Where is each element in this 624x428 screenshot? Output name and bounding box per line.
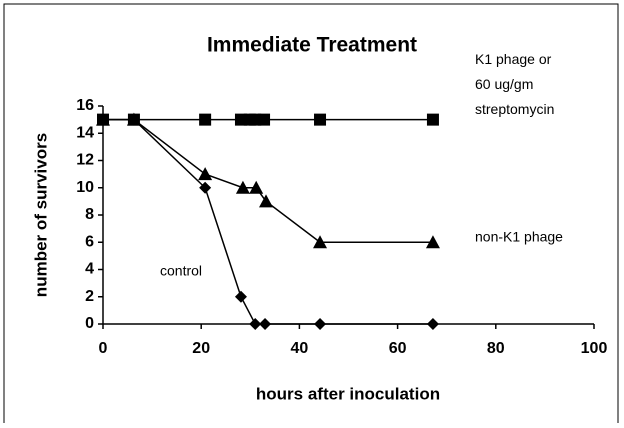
y-axis-label: number of survivors [31,133,50,297]
data-point [259,194,274,208]
data-point [199,181,212,194]
x-tick-label: 60 [389,340,407,357]
y-tick-label: 0 [85,315,94,332]
series-label: non-K1 phage [475,229,563,245]
data-point [249,318,262,330]
data-point [425,235,440,249]
data-point [426,318,439,330]
data-point [258,113,271,126]
y-tick-label: 12 [76,152,94,169]
x-axis-label: hours after inoculation [256,384,440,403]
y-tick-label: 4 [85,261,94,278]
y-tick-label: 2 [85,288,94,305]
y-tick-label: 6 [85,233,94,250]
data-point [127,113,140,126]
data-point [199,113,212,126]
y-tick-label: 16 [76,97,94,114]
data-point [234,290,247,303]
data-point [249,180,264,194]
data-point [314,113,327,126]
y-tick-label: 14 [76,124,94,141]
data-point [198,167,213,181]
series-label: K1 phage or 60 ug/gm streptomycin [475,51,554,117]
data-point [426,113,439,126]
data-point [259,318,272,330]
data-point [313,235,328,249]
chart-border [3,3,619,428]
series-line [103,118,433,325]
x-tick-label: 40 [291,340,309,357]
data-point [235,180,250,194]
chart-title: Immediate Treatment [207,34,417,57]
x-tick-label: 20 [192,340,210,357]
data-point [97,113,109,126]
series-line [103,118,433,243]
series-label: control [160,263,202,279]
data-point [314,318,327,330]
x-tick-label: 80 [487,340,505,357]
x-tick-label: 100 [581,340,608,357]
x-tick-label: 0 [99,340,108,357]
y-tick-label: 8 [85,206,94,223]
y-tick-label: 10 [76,179,94,196]
